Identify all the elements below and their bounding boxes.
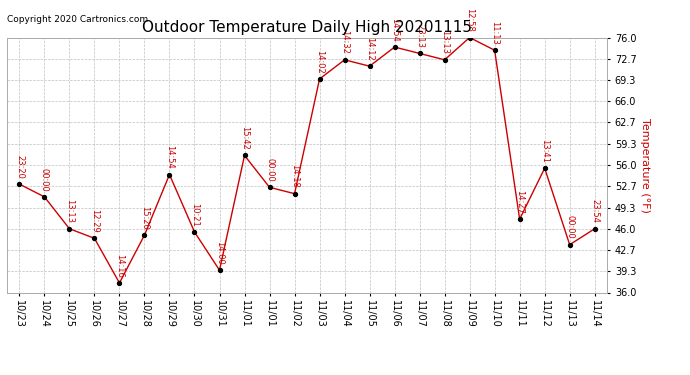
Text: 14:00: 14:00	[215, 241, 224, 265]
Point	[164, 172, 175, 178]
Text: 14:54: 14:54	[390, 18, 399, 42]
Text: 00:00: 00:00	[40, 168, 49, 191]
Point	[114, 280, 125, 286]
Point	[489, 47, 500, 53]
Point	[414, 51, 425, 57]
Text: 23:54: 23:54	[590, 200, 599, 223]
Text: 23:13: 23:13	[415, 24, 424, 48]
Text: 15:20: 15:20	[140, 206, 149, 230]
Text: 10:21: 10:21	[190, 202, 199, 226]
Text: 14:27: 14:27	[515, 190, 524, 214]
Point	[564, 242, 575, 248]
Point	[214, 267, 225, 273]
Point	[389, 44, 400, 50]
Text: 12:29: 12:29	[90, 209, 99, 233]
Text: 14:54: 14:54	[165, 145, 174, 169]
Text: 13:13: 13:13	[440, 30, 449, 54]
Point	[64, 226, 75, 232]
Point	[289, 190, 300, 196]
Text: 14:12: 14:12	[365, 37, 374, 61]
Point	[364, 63, 375, 69]
Text: Copyright 2020 Cartronics.com: Copyright 2020 Cartronics.com	[7, 15, 148, 24]
Point	[189, 229, 200, 235]
Text: 00:00: 00:00	[565, 215, 574, 239]
Point	[89, 236, 100, 242]
Point	[39, 194, 50, 200]
Text: 14:32: 14:32	[340, 30, 349, 54]
Point	[464, 34, 475, 40]
Text: 00:00: 00:00	[265, 158, 274, 182]
Point	[139, 232, 150, 238]
Text: 14:18: 14:18	[290, 164, 299, 188]
Point	[14, 181, 25, 187]
Text: 14:02: 14:02	[315, 50, 324, 74]
Point	[589, 226, 600, 232]
Y-axis label: Temperature (°F): Temperature (°F)	[640, 118, 651, 212]
Point	[314, 76, 325, 82]
Text: 13:41: 13:41	[540, 139, 549, 163]
Point	[514, 216, 525, 222]
Text: 14:16: 14:16	[115, 254, 124, 278]
Text: 12:58: 12:58	[465, 8, 474, 32]
Text: 13:13: 13:13	[65, 199, 74, 223]
Point	[339, 57, 350, 63]
Text: 23:20: 23:20	[15, 155, 24, 178]
Text: 15:42: 15:42	[240, 126, 249, 150]
Text: 11:13: 11:13	[490, 21, 499, 45]
Point	[264, 184, 275, 190]
Point	[539, 165, 550, 171]
Point	[439, 57, 450, 63]
Point	[239, 152, 250, 158]
Title: Outdoor Temperature Daily High 20201115: Outdoor Temperature Daily High 20201115	[142, 20, 472, 35]
